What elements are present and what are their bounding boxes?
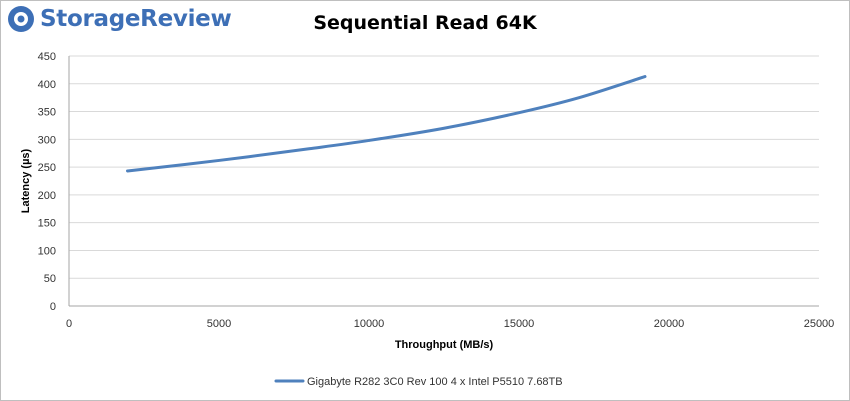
y-tick-label: 300 xyxy=(38,134,56,146)
legend: Gigabyte R282 3C0 Rev 100 4 x Intel P551… xyxy=(274,376,563,388)
x-tick-labels: 0 5000 10000 15000 20000 25000 xyxy=(66,318,834,330)
series-lines xyxy=(126,75,647,173)
x-tick-label: 5000 xyxy=(207,318,231,330)
y-tick-label: 450 xyxy=(38,51,56,63)
y-tick-labels: 0 50 100 150 200 250 300 350 400 450 xyxy=(38,51,56,313)
y-tick-label: 50 xyxy=(44,273,56,285)
x-tick-label: 15000 xyxy=(504,318,535,330)
gridlines xyxy=(69,55,819,279)
x-tick-label: 25000 xyxy=(804,318,835,330)
x-tick-label: 20000 xyxy=(654,318,685,330)
y-tick-label: 0 xyxy=(50,301,56,313)
y-tick-label: 200 xyxy=(38,190,56,202)
legend-label: Gigabyte R282 3C0 Rev 100 4 x Intel P551… xyxy=(307,376,563,388)
y-tick-label: 250 xyxy=(38,162,56,174)
series-line-0 xyxy=(126,75,647,173)
y-tick-label: 350 xyxy=(38,107,56,119)
y-tick-label: 150 xyxy=(38,218,56,230)
y-tick-label: 400 xyxy=(38,79,56,91)
chart-title: Sequential Read 64K xyxy=(313,12,537,34)
logo-text: StorageReview xyxy=(40,6,232,32)
x-axis-title: Throughput (MB/s) xyxy=(395,339,494,351)
y-axis-title: Latency (µs) xyxy=(20,148,32,213)
storagereview-logo-icon xyxy=(8,6,34,32)
y-tick-label: 100 xyxy=(38,245,56,257)
storagereview-logo: StorageReview xyxy=(6,4,232,34)
x-tick-label: 0 xyxy=(66,318,72,330)
x-tick-label: 10000 xyxy=(354,318,385,330)
